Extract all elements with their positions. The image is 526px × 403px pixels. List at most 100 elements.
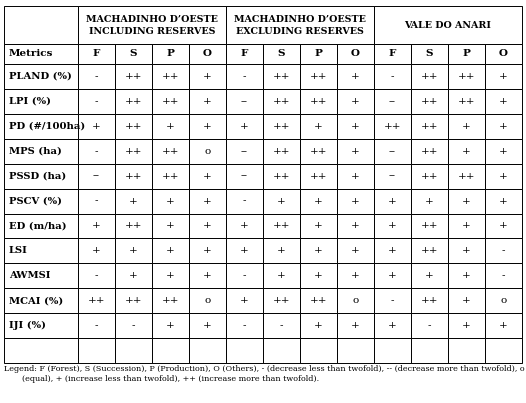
Text: --: -- — [241, 97, 248, 106]
Text: +: + — [462, 321, 471, 330]
Bar — [115, 114, 152, 139]
Text: -: - — [95, 321, 98, 330]
Text: +: + — [462, 197, 471, 206]
Text: ++: ++ — [162, 147, 179, 156]
Bar — [263, 189, 300, 214]
Bar — [374, 44, 411, 64]
Bar — [300, 64, 337, 89]
Bar — [337, 164, 374, 189]
Text: AWMSI: AWMSI — [9, 271, 50, 280]
Text: +: + — [240, 222, 249, 231]
Bar — [226, 214, 263, 239]
Bar — [226, 164, 263, 189]
Text: +: + — [462, 296, 471, 305]
Text: +: + — [92, 122, 101, 131]
Bar — [263, 263, 300, 288]
Text: ++: ++ — [310, 296, 327, 305]
Bar — [485, 214, 522, 239]
Bar — [411, 239, 448, 263]
Text: +: + — [388, 246, 397, 256]
Text: +: + — [314, 222, 323, 231]
Bar — [78, 64, 115, 89]
Text: O: O — [499, 50, 508, 58]
Text: ++: ++ — [384, 122, 401, 131]
Text: +: + — [499, 321, 508, 330]
Bar — [263, 44, 300, 64]
Bar — [4, 139, 78, 164]
Text: +: + — [499, 122, 508, 131]
Bar — [263, 313, 300, 338]
Text: -: - — [132, 321, 135, 330]
Bar — [189, 263, 226, 288]
Text: +: + — [351, 246, 360, 256]
Text: +: + — [314, 122, 323, 131]
Bar — [374, 313, 411, 338]
Text: ++: ++ — [125, 172, 142, 181]
Bar — [4, 89, 78, 114]
Bar — [4, 214, 78, 239]
Bar — [189, 189, 226, 214]
Bar — [485, 313, 522, 338]
Text: +: + — [351, 271, 360, 280]
Text: +: + — [314, 271, 323, 280]
Bar — [337, 189, 374, 214]
Bar — [300, 139, 337, 164]
Bar — [263, 288, 300, 313]
Bar — [4, 313, 78, 338]
Text: +: + — [92, 222, 101, 231]
Bar — [300, 338, 337, 363]
Text: +: + — [240, 122, 249, 131]
Bar — [115, 239, 152, 263]
Bar — [226, 288, 263, 313]
Text: -: - — [502, 246, 505, 256]
Bar — [300, 89, 337, 114]
Bar — [300, 263, 337, 288]
Text: ++: ++ — [421, 122, 438, 131]
Text: +: + — [166, 246, 175, 256]
Bar — [226, 44, 263, 64]
Bar — [448, 89, 485, 114]
Bar — [411, 313, 448, 338]
Text: ++: ++ — [310, 172, 327, 181]
Text: (equal), + (increase less than twofold), ++ (increase more than twofold).: (equal), + (increase less than twofold),… — [22, 375, 319, 383]
Text: ++: ++ — [421, 147, 438, 156]
Bar — [411, 214, 448, 239]
Text: INCLUDING RESERVES: INCLUDING RESERVES — [89, 27, 215, 37]
Text: +: + — [388, 271, 397, 280]
Text: ++: ++ — [273, 97, 290, 106]
Text: F: F — [93, 50, 100, 58]
Bar — [485, 338, 522, 363]
Bar — [411, 164, 448, 189]
Text: ++: ++ — [273, 122, 290, 131]
Bar — [78, 189, 115, 214]
Bar — [263, 139, 300, 164]
Bar — [4, 64, 78, 89]
Bar — [78, 313, 115, 338]
Bar — [152, 313, 189, 338]
Bar — [448, 64, 485, 89]
Text: ++: ++ — [310, 147, 327, 156]
Text: -: - — [95, 72, 98, 81]
Bar — [337, 263, 374, 288]
Bar — [4, 164, 78, 189]
Bar — [115, 189, 152, 214]
Bar — [4, 44, 78, 64]
Text: ++: ++ — [125, 147, 142, 156]
Bar — [374, 64, 411, 89]
Text: ++: ++ — [162, 172, 179, 181]
Text: MCAI (%): MCAI (%) — [9, 296, 63, 305]
Text: +: + — [277, 246, 286, 256]
Text: -: - — [95, 97, 98, 106]
Bar — [226, 6, 374, 44]
Bar — [226, 89, 263, 114]
Bar — [374, 214, 411, 239]
Bar — [189, 64, 226, 89]
Bar — [337, 89, 374, 114]
Text: --: -- — [241, 172, 248, 181]
Bar — [152, 114, 189, 139]
Text: +: + — [462, 222, 471, 231]
Text: o: o — [500, 296, 507, 305]
Text: +: + — [203, 97, 212, 106]
Text: +: + — [351, 321, 360, 330]
Text: +: + — [240, 246, 249, 256]
